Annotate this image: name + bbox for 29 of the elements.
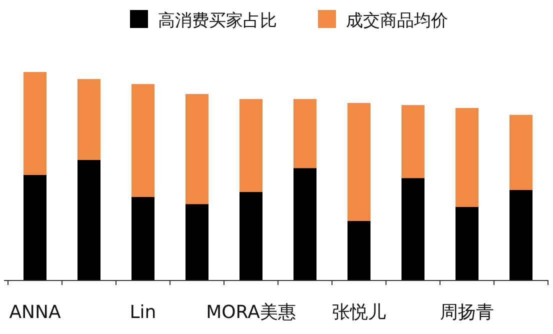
bar [132,84,154,198]
bar [24,72,46,175]
x-tick-label: Lin [130,302,156,323]
bar [456,206,478,280]
bar [348,220,370,280]
bar [132,197,154,280]
bar [294,168,316,280]
bar [78,79,100,160]
bar [402,105,424,178]
bar [24,174,46,280]
bar [510,190,532,280]
bar [294,99,316,168]
x-tick-label: ANNA [9,302,62,323]
bar [348,102,370,221]
x-tick-label: 张悦儿 [332,302,386,323]
bar [402,178,424,280]
bar [510,114,532,190]
bar [186,204,208,280]
legend-item: 高消费买家占比 [130,10,277,31]
bar [240,192,262,280]
legend-label: 成交商品均价 [346,11,448,31]
legend-label: 高消费买家占比 [158,11,277,31]
x-tick-label: MORA美惠 [206,302,296,323]
bar [456,108,478,207]
bar [240,99,262,192]
bar [78,160,100,280]
bar [186,94,208,204]
x-tick-label: 周扬青 [440,302,494,323]
legend-item: 成交商品均价 [318,10,448,31]
